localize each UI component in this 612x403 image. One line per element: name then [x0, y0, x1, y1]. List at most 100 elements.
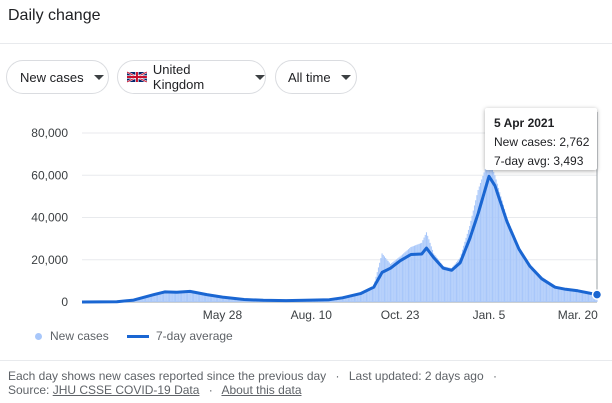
- new-cases-bar: [387, 260, 389, 302]
- new-cases-bar: [511, 229, 513, 302]
- new-cases-bar: [514, 238, 516, 302]
- new-cases-bar: [199, 292, 201, 302]
- new-cases-bar: [493, 171, 495, 302]
- new-cases-bar: [544, 279, 546, 302]
- source-link[interactable]: JHU CSSE COVID-19 Data: [52, 383, 200, 397]
- new-cases-bar: [351, 294, 353, 302]
- new-cases-bar: [389, 263, 391, 302]
- new-cases-bar: [406, 250, 408, 302]
- new-cases-bar: [352, 294, 354, 302]
- new-cases-bar: [483, 172, 485, 302]
- new-cases-bar: [565, 288, 567, 302]
- metric-dropdown[interactable]: New cases: [6, 60, 109, 94]
- new-cases-bar: [393, 261, 395, 302]
- new-cases-bar: [400, 255, 402, 302]
- new-cases-bar: [591, 294, 593, 302]
- new-cases-bar: [233, 298, 235, 302]
- new-cases-bar: [587, 293, 590, 302]
- new-cases-bar: [170, 290, 172, 302]
- chevron-down-icon: [340, 74, 351, 80]
- footer-divider: [0, 360, 612, 361]
- new-cases-bar: [417, 244, 419, 302]
- axis-labels: 0 20,000 40,000 60,000 80,000 May 28 Aug. 10 Oc…: [31, 126, 598, 322]
- data-tooltip: 5 Apr 2021 New cases: 2,762 7-day avg: 3…: [485, 108, 597, 170]
- new-cases-bar: [526, 260, 528, 302]
- new-cases-bar: [563, 288, 566, 302]
- new-cases-bar: [491, 168, 494, 302]
- new-cases-bar: [521, 252, 524, 302]
- new-cases-bars: [82, 158, 598, 302]
- new-cases-bar: [440, 262, 442, 302]
- seven-day-average-path: [81, 174, 598, 304]
- legend-dot-icon: [35, 332, 42, 340]
- new-cases-bar: [358, 292, 360, 302]
- new-cases-bar: [527, 262, 530, 302]
- new-cases-bar: [169, 290, 171, 302]
- new-cases-bar: [376, 272, 378, 302]
- new-cases-bar: [549, 282, 551, 302]
- new-cases-bar: [341, 296, 343, 302]
- new-cases-bar: [500, 196, 502, 302]
- new-cases-bar: [405, 251, 407, 302]
- new-cases-bar: [208, 294, 210, 302]
- new-cases-bar: [431, 249, 434, 302]
- new-cases-bar: [157, 292, 159, 302]
- new-cases-bar: [580, 291, 582, 302]
- new-cases-bar: [471, 215, 473, 302]
- new-cases-bar: [349, 295, 351, 302]
- new-cases-bar: [472, 210, 474, 302]
- new-cases-bar: [196, 292, 198, 302]
- new-cases-bar: [539, 275, 542, 302]
- new-cases-bar: [379, 262, 381, 302]
- new-cases-bar: [230, 298, 232, 302]
- about-data-link[interactable]: About this data: [221, 383, 302, 397]
- new-cases-bar: [589, 293, 591, 302]
- new-cases-bar: [550, 283, 552, 302]
- new-cases-bar: [488, 158, 490, 302]
- new-cases-bar: [226, 297, 228, 302]
- new-cases-bar: [421, 242, 423, 302]
- new-cases-bar: [191, 290, 193, 302]
- x-tick-label: Jan. 5: [473, 308, 506, 322]
- new-cases-bar: [418, 243, 420, 302]
- new-cases-bar: [346, 295, 348, 302]
- new-cases-bar: [171, 291, 173, 302]
- new-cases-bar: [401, 254, 404, 302]
- new-cases-bar: [404, 252, 406, 302]
- new-cases-bar: [494, 175, 496, 302]
- new-cases-bar: [369, 287, 371, 302]
- tooltip-new-cases: New cases: 2,762: [494, 135, 590, 149]
- new-cases-bar: [146, 295, 148, 302]
- new-cases-bar: [357, 293, 359, 302]
- new-cases-bar: [496, 183, 498, 302]
- new-cases-bar: [423, 237, 425, 302]
- tooltip-7-day-avg: 7-day avg: 3,493: [494, 154, 584, 168]
- new-cases-bar: [395, 259, 398, 302]
- new-cases-bar: [225, 297, 227, 302]
- new-cases-bar: [449, 267, 452, 302]
- new-cases-bar: [147, 295, 149, 302]
- new-cases-bar: [586, 293, 588, 302]
- new-cases-bar: [209, 295, 211, 302]
- new-cases-bar: [541, 276, 543, 302]
- new-cases-bar: [473, 205, 476, 302]
- new-cases-bar: [585, 292, 587, 302]
- country-dropdown[interactable]: United Kingdom: [117, 60, 266, 94]
- new-cases-bar: [466, 233, 468, 302]
- new-cases-bar: [427, 235, 429, 302]
- new-cases-bar: [453, 265, 455, 302]
- new-cases-bar: [577, 290, 579, 302]
- new-cases-bar: [143, 296, 145, 302]
- new-cases-bar: [448, 267, 450, 302]
- seven-day-average-line: [81, 174, 603, 304]
- new-cases-bar: [382, 254, 384, 302]
- new-cases-bar: [214, 295, 216, 302]
- new-cases-bar: [447, 267, 449, 302]
- new-cases-bar: [165, 290, 167, 302]
- new-cases-bar: [142, 296, 144, 302]
- new-cases-bar: [478, 186, 480, 302]
- new-cases-bar: [183, 290, 185, 302]
- range-dropdown[interactable]: All time: [275, 60, 357, 94]
- new-cases-bar: [436, 258, 438, 302]
- new-cases-bar: [490, 165, 492, 302]
